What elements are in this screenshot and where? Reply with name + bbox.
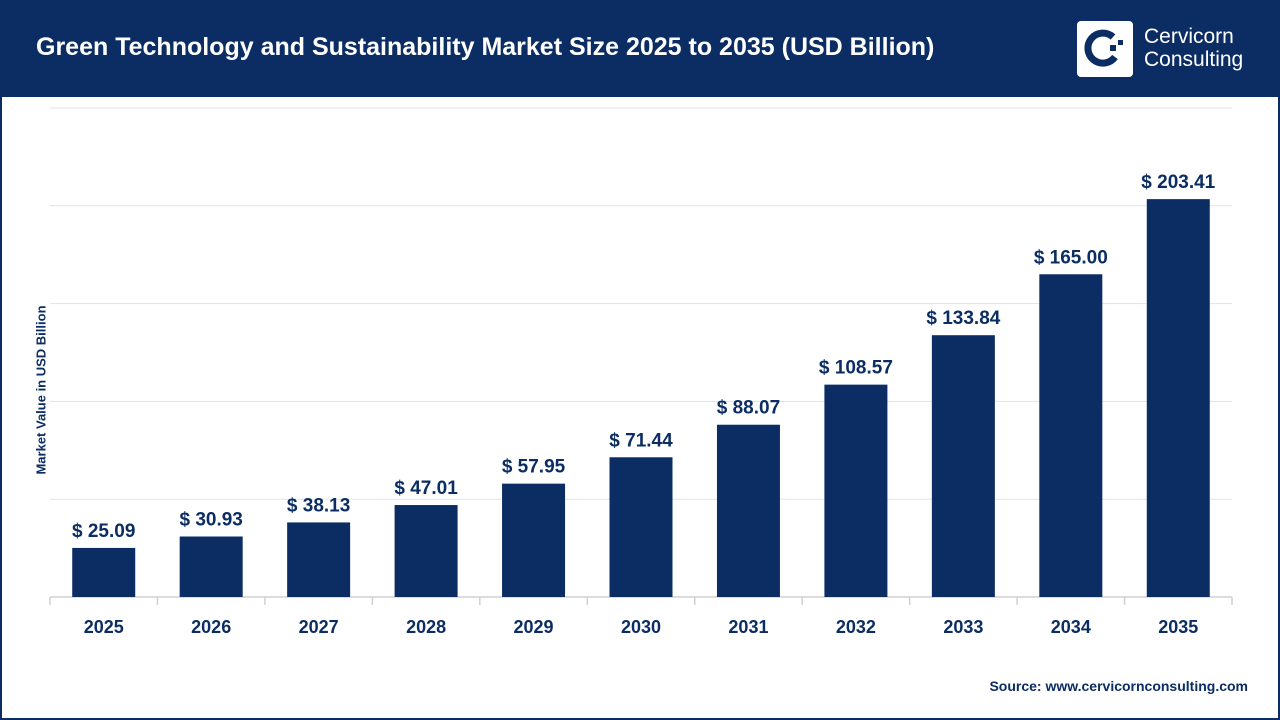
bar-2030 xyxy=(609,457,673,597)
data-label: $ 25.09 xyxy=(72,521,135,542)
x-tick-label: 2031 xyxy=(728,617,768,637)
bar-2029 xyxy=(502,483,566,597)
data-label: $ 71.44 xyxy=(609,430,673,451)
logo-icon xyxy=(1077,21,1133,77)
logo-line2: Consulting xyxy=(1144,48,1244,71)
bar-2035 xyxy=(1146,199,1210,597)
x-tick-label: 2027 xyxy=(299,617,339,637)
bar-2031 xyxy=(716,424,780,597)
bar-2032 xyxy=(824,384,888,597)
x-tick-label: 2029 xyxy=(514,617,554,637)
bar-2034 xyxy=(1039,274,1103,597)
bar-2027 xyxy=(287,522,351,597)
x-tick-label: 2028 xyxy=(406,617,446,637)
logo-line1: Cervicorn xyxy=(1144,25,1234,48)
x-tick-label: 2032 xyxy=(836,617,876,637)
bar-2025 xyxy=(72,547,136,597)
logo-text: Cervicorn Consulting xyxy=(1144,25,1243,71)
bar-2028 xyxy=(394,505,458,597)
bar-2033 xyxy=(931,335,995,597)
data-label: $ 108.57 xyxy=(819,358,893,379)
x-tick-label: 2033 xyxy=(943,617,983,637)
x-tick-label: 2026 xyxy=(191,617,231,637)
x-tick-label: 2035 xyxy=(1158,617,1198,637)
data-label: $ 38.13 xyxy=(287,495,350,516)
data-label: $ 30.93 xyxy=(179,510,242,531)
source-note: Source: www.cervicornconsulting.com xyxy=(989,678,1248,694)
data-label: $ 165.00 xyxy=(1034,247,1108,268)
data-label: $ 133.84 xyxy=(926,308,1000,329)
bar-2026 xyxy=(179,536,243,597)
data-label: $ 88.07 xyxy=(717,398,780,419)
x-tick-label: 2025 xyxy=(84,617,124,637)
data-label: $ 47.01 xyxy=(394,478,458,499)
x-tick-label: 2030 xyxy=(621,617,661,637)
data-label: $ 57.95 xyxy=(502,457,566,478)
data-label: $ 203.41 xyxy=(1141,172,1215,193)
chart-title: Green Technology and Sustainability Mark… xyxy=(36,33,935,61)
x-tick-label: 2034 xyxy=(1051,617,1091,637)
header-banner: Green Technology and Sustainability Mark… xyxy=(0,0,1280,97)
